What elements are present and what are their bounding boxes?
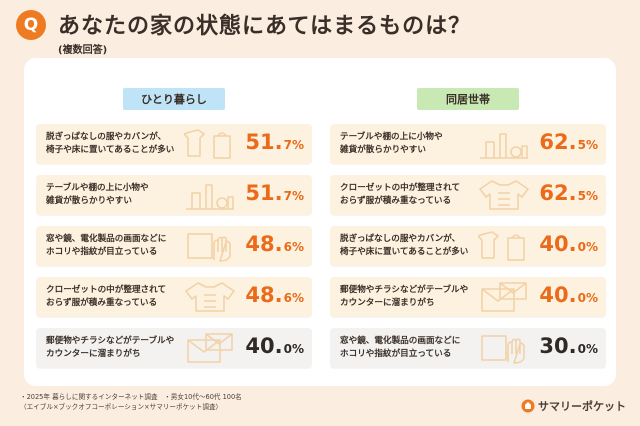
result-row: 郵便物やチラシなどがテーブルや カウンターに溜まりがち 40.0%	[36, 328, 312, 368]
result-label: 窓や鏡、電化製品の画面などに ホコリや指紋が目立っている	[46, 234, 167, 257]
result-value: 51.7%	[245, 181, 304, 205]
column-single: ひとり暮らし 脱ぎっぱなしの服やカバンが、 椅子や床に置いてあることが多い 51.…	[36, 88, 312, 379]
result-value-number: 48.	[245, 283, 283, 307]
result-value: 40.0%	[539, 232, 598, 256]
sweater-icon	[479, 180, 529, 210]
result-label: クローゼットの中が整理されて おらず服が積み重なっている	[340, 183, 461, 206]
result-value-number: 62.	[539, 130, 577, 154]
column-shared: 同居世帯 テーブルや棚の上に小物や 雑貨が散らかりやすい 62.5% クローゼットの…	[330, 88, 606, 379]
question-badge: Q	[16, 10, 46, 40]
result-value-unit: 5%	[577, 189, 598, 203]
result-label: クローゼットの中が整理されて おらず服が積み重なっている	[46, 285, 167, 308]
result-row: クローゼットの中が整理されて おらず服が積み重なっている 48.6%	[36, 277, 312, 317]
brand-logo-icon	[521, 399, 535, 413]
result-value-unit: 6%	[283, 291, 304, 305]
brand: サマリーポケット	[521, 398, 626, 414]
result-row: 窓や鏡、電化製品の画面などに ホコリや指紋が目立っている 48.6%	[36, 226, 312, 266]
shelf-items-icon	[186, 184, 234, 210]
result-value-number: 62.	[539, 181, 577, 205]
result-row: テーブルや棚の上に小物や 雑貨が散らかりやすい 51.7%	[36, 175, 312, 215]
result-value-unit: 5%	[577, 138, 598, 152]
result-value-unit: 6%	[283, 240, 304, 254]
result-value-unit: 0%	[577, 240, 598, 254]
brand-name: サマリーポケット	[538, 400, 626, 413]
result-value: 40.0%	[539, 283, 598, 307]
result-value: 48.6%	[245, 232, 304, 256]
envelope-icon	[187, 333, 233, 363]
result-row: 窓や鏡、電化製品の画面などに ホコリや指紋が目立っている 30.0%	[330, 328, 606, 368]
wiping-hand-icon	[481, 335, 525, 364]
result-value-number: 40.	[539, 232, 577, 256]
result-row: テーブルや棚の上に小物や 雑貨が散らかりやすい 62.5%	[330, 124, 606, 164]
wiping-hand-icon	[187, 233, 231, 262]
result-value: 51.7%	[245, 130, 304, 154]
group-label-shared: 同居世帯	[417, 88, 519, 110]
hanging-clothes-icon	[478, 231, 525, 261]
result-value-number: 51.	[245, 130, 283, 154]
result-row: 郵便物やチラシなどがテーブルや カウンターに溜まりがち 40.0%	[330, 277, 606, 317]
result-label: 脱ぎっぱなしの服やカバンが、 椅子や床に置いてあることが多い	[340, 234, 469, 257]
page-subtitle: (複数回答)	[58, 45, 108, 56]
single-rows: 脱ぎっぱなしの服やカバンが、 椅子や床に置いてあることが多い 51.7% テーブルや…	[36, 124, 312, 368]
result-label: 脱ぎっぱなしの服やカバンが、 椅子や床に置いてあることが多い	[46, 132, 175, 155]
sweater-icon	[185, 282, 235, 312]
result-value-number: 40.	[539, 283, 577, 307]
result-value-number: 30.	[539, 334, 577, 358]
result-value-unit: 0%	[577, 291, 598, 305]
result-label: テーブルや棚の上に小物や 雑貨が散らかりやすい	[46, 183, 149, 206]
shelf-items-icon	[480, 133, 528, 159]
result-label: テーブルや棚の上に小物や 雑貨が散らかりやすい	[340, 132, 443, 155]
result-value-unit: 0%	[577, 342, 598, 356]
result-row: 脱ぎっぱなしの服やカバンが、 椅子や床に置いてあることが多い 40.0%	[330, 226, 606, 266]
page-title: あなたの家の状態にあてはまるものは？	[58, 14, 472, 39]
result-value: 48.6%	[245, 283, 304, 307]
result-value-unit: 0%	[283, 342, 304, 356]
result-row: クローゼットの中が整理されて おらず服が積み重なっている 62.5%	[330, 175, 606, 215]
survey-footnote: ・2025年 暮らしに関するインターネット調査 ・男女10代〜60代 100名 …	[20, 393, 242, 411]
result-value: 62.5%	[539, 130, 598, 154]
result-label: 郵便物やチラシなどがテーブルや カウンターに溜まりがち	[340, 285, 469, 308]
envelope-icon	[481, 282, 527, 312]
shared-rows: テーブルや棚の上に小物や 雑貨が散らかりやすい 62.5% クローゼットの中が整理さ…	[330, 124, 606, 368]
results-card: ひとり暮らし 脱ぎっぱなしの服やカバンが、 椅子や床に置いてあることが多い 51.…	[24, 58, 616, 386]
result-value-number: 51.	[245, 181, 283, 205]
result-value: 40.0%	[245, 334, 304, 358]
result-value-number: 40.	[245, 334, 283, 358]
result-value: 30.0%	[539, 334, 598, 358]
hanging-clothes-icon	[184, 129, 231, 159]
group-label-single: ひとり暮らし	[123, 88, 225, 110]
result-value-unit: 7%	[283, 138, 304, 152]
result-value: 62.5%	[539, 181, 598, 205]
result-row: 脱ぎっぱなしの服やカバンが、 椅子や床に置いてあることが多い 51.7%	[36, 124, 312, 164]
result-label: 窓や鏡、電化製品の画面などに ホコリや指紋が目立っている	[340, 336, 461, 359]
result-label: 郵便物やチラシなどがテーブルや カウンターに溜まりがち	[46, 336, 175, 359]
result-value-number: 48.	[245, 232, 283, 256]
result-value-unit: 7%	[283, 189, 304, 203]
